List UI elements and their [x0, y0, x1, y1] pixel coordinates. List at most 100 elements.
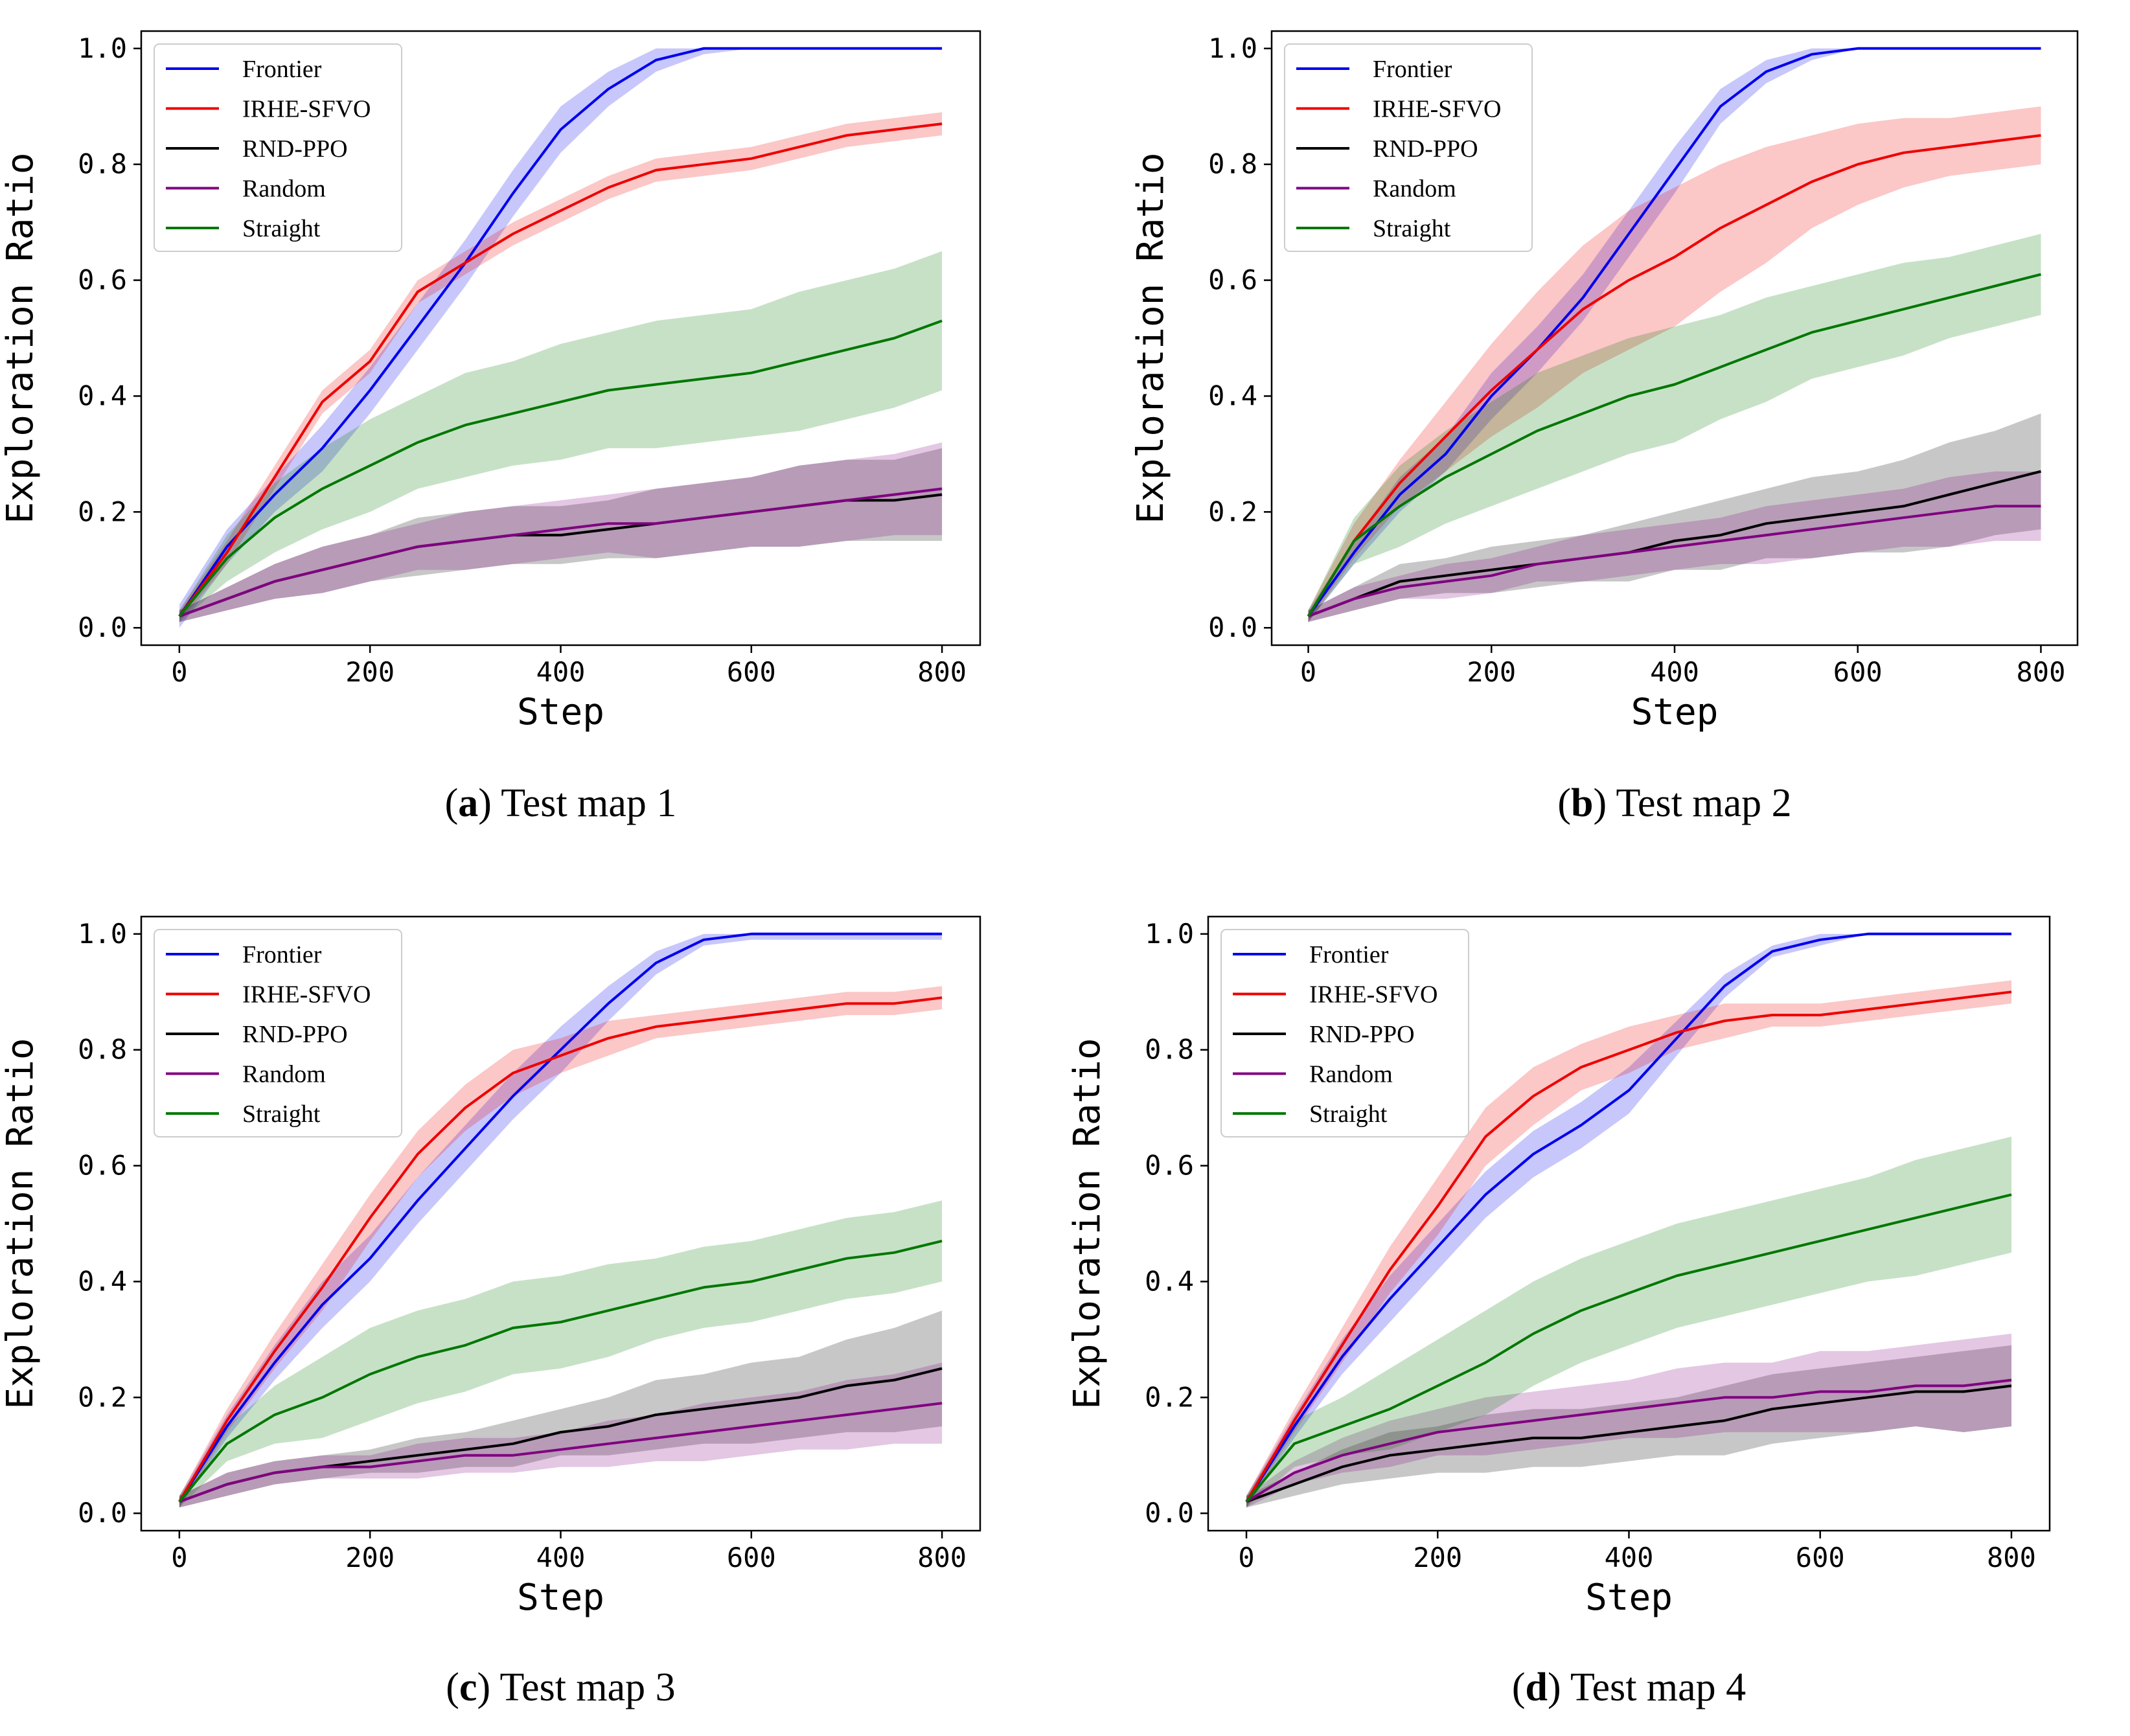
caption-text: Test map 3 — [500, 1665, 676, 1709]
legend-box — [154, 43, 402, 252]
caption-letter: b — [1571, 781, 1593, 825]
series-line-random — [179, 487, 943, 618]
series-line-frontier — [178, 932, 943, 1503]
series-line-straight — [1245, 1193, 2012, 1503]
y-tick-label: 0.4 — [1145, 1265, 1194, 1297]
x-tick-label: 800 — [2017, 656, 2066, 688]
x-tick-label: 400 — [1605, 1542, 1654, 1573]
x-axis-label: Step — [517, 1577, 604, 1619]
legend-label: RND-PPO — [242, 135, 348, 163]
series-line-frontier — [1307, 47, 2041, 617]
series-line-frontier — [1245, 932, 2011, 1503]
series-line-random — [1307, 505, 2041, 618]
legend: Frontier IRHE-SFVO RND-PPO Random Straight — [1284, 43, 1533, 252]
series-line-irhe-sfvo — [178, 122, 943, 617]
caption-letter: a — [458, 781, 478, 825]
y-tick-label: 1.0 — [1145, 918, 1194, 950]
plot-area — [178, 47, 943, 628]
y-tick-label: 0.6 — [1208, 264, 1257, 296]
band-irhe-sfvo — [1308, 106, 2041, 622]
legend-label: RND-PPO — [1373, 135, 1478, 163]
y-tick-label: 1.0 — [1208, 32, 1257, 64]
legend-label: IRHE-SFVO — [1309, 981, 1437, 1009]
band-straight — [1308, 234, 2041, 622]
y-axis-label: Exploration Ratio — [0, 152, 41, 523]
x-tick-label: 200 — [1467, 656, 1516, 688]
chart-caption: (d) Test map 4 — [1512, 1665, 1746, 1709]
x-tick-label: 600 — [727, 1542, 776, 1573]
band-irhe-sfvo — [1246, 980, 2011, 1508]
band-random — [179, 1362, 943, 1508]
y-tick-label: 1.0 — [78, 32, 127, 64]
band-rnd-ppo — [1246, 1345, 2011, 1508]
chart-panel-c: 0 200 400 600 800 0.0 0.2 0.4 0.6 0.8 1.0 Step Explo… — [0, 915, 981, 1709]
legend: Frontier IRHE-SFVO RND-PPO Random Straight — [154, 929, 402, 1137]
series-line-straight — [1307, 273, 2041, 617]
x-tick-label: 800 — [1987, 1542, 2036, 1573]
chart-caption: (b) Test map 2 — [1557, 781, 1791, 825]
x-tick-label: 200 — [345, 656, 395, 688]
legend-label: IRHE-SFVO — [242, 96, 371, 123]
legend-box — [1284, 43, 1533, 252]
y-tick-label: 0.4 — [78, 1265, 127, 1297]
band-random — [179, 442, 943, 622]
legend: Frontier IRHE-SFVO RND-PPO Random Straight — [154, 43, 402, 252]
caption-text: Test map 2 — [1616, 781, 1792, 825]
y-tick-label: 0.6 — [78, 264, 127, 296]
legend-label: Straight — [242, 215, 321, 242]
series-line-straight — [178, 319, 943, 617]
x-tick-label: 800 — [917, 1542, 967, 1573]
series-line-frontier — [178, 47, 943, 617]
legend-label: IRHE-SFVO — [242, 981, 371, 1009]
y-tick-label: 0.6 — [1145, 1150, 1194, 1182]
x-tick-label: 600 — [1833, 656, 1883, 688]
x-tick-label: 200 — [345, 1542, 395, 1573]
legend-label: Frontier — [242, 941, 322, 968]
plot-area — [1307, 47, 2041, 622]
band-straight — [179, 1200, 943, 1508]
series-line-irhe-sfvo — [178, 996, 943, 1503]
legend-label: IRHE-SFVO — [1373, 96, 1501, 123]
series-line-random — [179, 1402, 943, 1503]
legend-label: Straight — [242, 1101, 321, 1128]
legend-box — [154, 929, 402, 1137]
legend-label: Random — [242, 1061, 326, 1088]
legend-label: RND-PPO — [242, 1021, 348, 1048]
x-tick-label: 0 — [171, 1542, 187, 1573]
x-tick-label: 800 — [917, 656, 967, 688]
legend: Frontier IRHE-SFVO RND-PPO Random Straight — [1220, 929, 1469, 1137]
band-irhe-sfvo — [179, 112, 943, 622]
x-tick-label: 400 — [536, 1542, 586, 1573]
y-tick-label: 0.0 — [1145, 1497, 1194, 1529]
series-line-straight — [178, 1239, 943, 1503]
legend-label: Frontier — [1373, 56, 1452, 83]
chart-caption: (a) Test map 1 — [445, 781, 677, 825]
y-axis-label: Exploration Ratio — [0, 1038, 41, 1409]
caption-text: Test map 1 — [501, 781, 676, 825]
series-line-random — [1245, 1378, 2012, 1503]
chart-panel-a: 0 200 400 600 800 0.0 0.2 0.4 0.6 0.8 1.0 Step Explo… — [0, 30, 981, 825]
band-rnd-ppo — [179, 1310, 943, 1508]
y-tick-label: 0.8 — [1145, 1034, 1194, 1066]
y-axis-label: Exploration Ratio — [1130, 152, 1172, 523]
chart-panel-b: 0 200 400 600 800 0.0 0.2 0.4 0.6 0.8 1.0 Step Explo… — [1130, 30, 2079, 825]
x-tick-label: 400 — [1650, 656, 1699, 688]
series-line-irhe-sfvo — [1307, 134, 2041, 617]
y-tick-label: 0.2 — [1145, 1381, 1194, 1413]
y-tick-label: 0.0 — [1208, 611, 1257, 643]
plot-area — [178, 932, 943, 1508]
band-random — [1246, 1333, 2011, 1508]
y-tick-label: 1.0 — [78, 918, 127, 950]
y-tick-label: 0.8 — [78, 148, 127, 180]
x-axis-label: Step — [1631, 691, 1719, 733]
y-tick-label: 0.4 — [78, 380, 127, 411]
band-frontier — [1308, 48, 2041, 622]
legend-label: Random — [1373, 176, 1456, 203]
y-tick-label: 0.2 — [78, 496, 127, 527]
x-tick-label: 600 — [727, 656, 776, 688]
x-tick-label: 400 — [536, 656, 586, 688]
plot-area — [1245, 932, 2012, 1508]
y-tick-label: 0.0 — [78, 611, 127, 643]
x-tick-label: 200 — [1413, 1542, 1462, 1573]
y-tick-label: 0.8 — [1208, 148, 1257, 180]
